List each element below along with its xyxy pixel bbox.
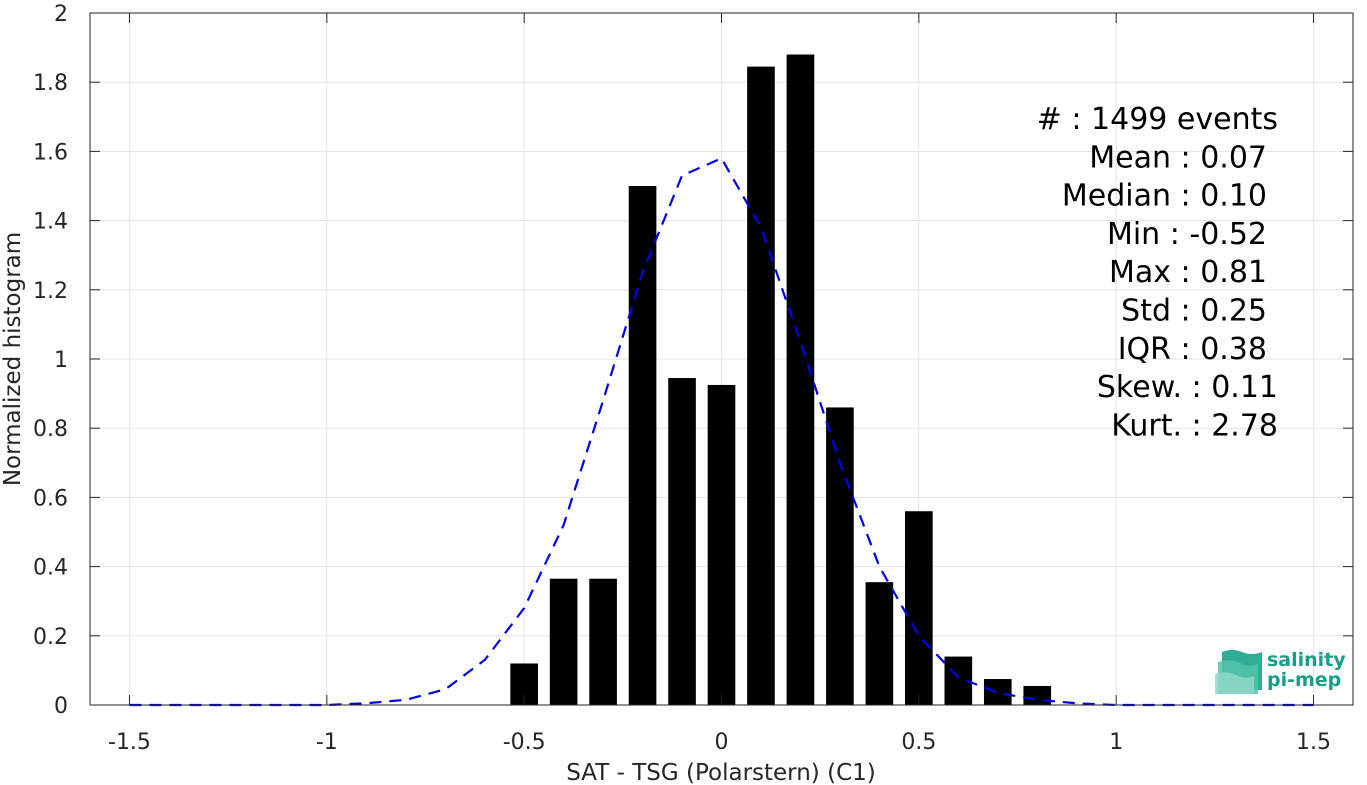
axis-ticks: -1.5 -1 -0.5 0 0.5 1 1.5 0 0.2 0.4 0.6 0.8 1 1.2 1.4 1.… [33,2,1353,755]
y-tick-label-1: 0.2 [33,625,68,650]
bar-13 [1023,685,1052,705]
y-tick-label-0: 0 [54,694,68,719]
x-tick-label-0: -1.5 [108,730,151,755]
bar-7 [786,54,815,705]
x-axis-label: SAT - TSG (Polarstern) (C1) [566,760,875,785]
stat-line-5: Std : 0.25 [1121,294,1267,329]
stat-line-7: Skew. : 0.11 [1097,370,1278,405]
logo-line2: pi-mep [1267,669,1341,691]
y-tick-label-8: 1.6 [33,140,68,165]
x-tick-label-5: 1 [1109,730,1123,755]
stat-line-4: Max : 0.81 [1109,255,1267,290]
y-axis-label: Normalized histogram [0,232,26,486]
y-tick-label-10: 2 [54,2,68,27]
y-tick-label-9: 1.8 [33,71,68,96]
salinity-pimep-logo: salinity pi-mep [1215,649,1346,694]
bar-6 [747,66,775,705]
y-tick-label-4: 0.8 [33,417,68,442]
stat-line-6: IQR : 0.38 [1118,332,1267,367]
stat-line-0: # : 1499 events [1037,102,1278,137]
bar-1 [549,578,578,705]
logo-line1: salinity [1267,649,1346,671]
y-tick-label-3: 0.6 [33,486,68,511]
stat-line-8: Kurt. : 2.78 [1111,408,1278,443]
y-tick-label-5: 1 [54,348,68,373]
y-tick-label-7: 1.4 [33,210,68,235]
x-tick-label-4: 0.5 [901,730,936,755]
bar-8 [826,407,854,705]
bar-5 [707,384,736,705]
x-tick-label-6: 1.5 [1296,730,1331,755]
x-tick-label-2: -0.5 [503,730,546,755]
x-tick-label-3: 0 [715,730,729,755]
stat-line-3: Min : -0.52 [1107,217,1267,252]
bar-9 [865,582,894,705]
bar-12 [983,679,1012,705]
bar-4 [668,378,696,705]
logo-mark-icon [1215,650,1262,694]
bar-3 [628,186,657,705]
y-tick-label-6: 1.2 [33,279,68,304]
bar-10 [905,511,933,705]
y-tick-label-2: 0.4 [33,556,68,581]
stat-line-2: Median : 0.10 [1062,179,1267,214]
bar-2 [589,578,617,705]
x-tick-label-1: -1 [316,730,338,755]
stat-line-1: Mean : 0.07 [1089,140,1267,175]
histogram-bars [510,54,1052,705]
